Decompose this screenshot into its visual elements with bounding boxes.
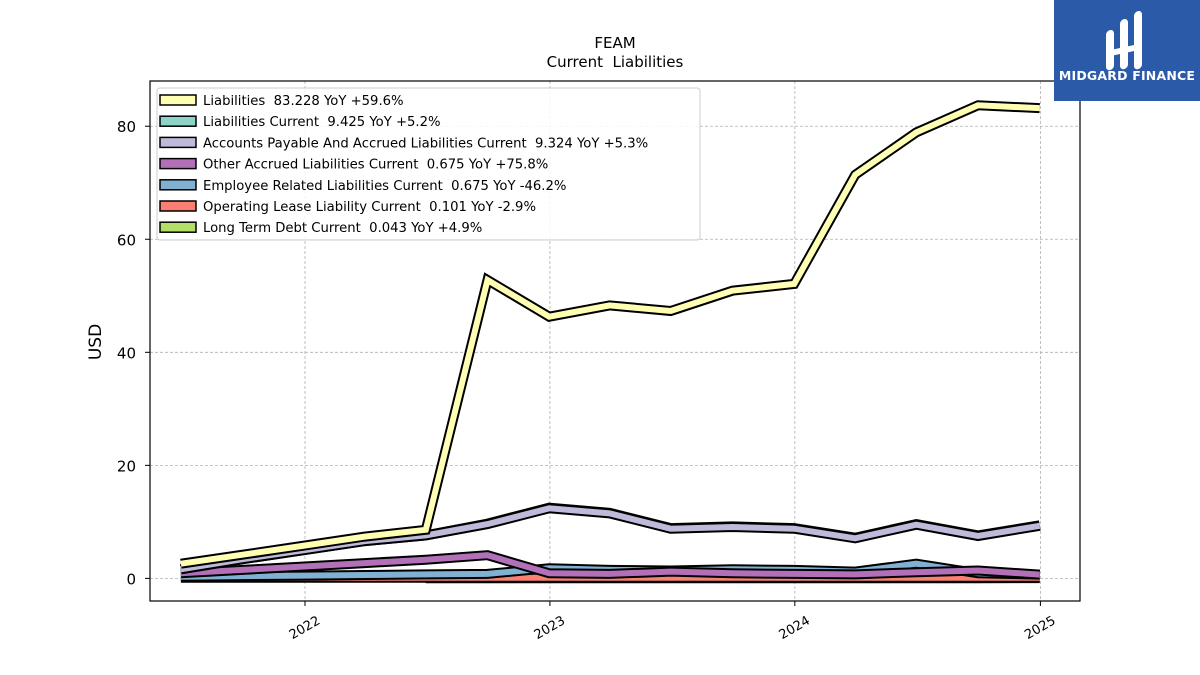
chart-subtitle: Current Liabilities (547, 53, 684, 71)
series-3 (180, 550, 1041, 580)
legend-swatch (159, 157, 197, 170)
legend-entry-label: Liabilities 83.228 YoY +59.6% (203, 94, 404, 109)
y-tick-label: 40 (117, 344, 136, 362)
legend-entry-label: Other Accrued Liabilities Current 0.675 … (203, 158, 548, 173)
series-line (180, 102, 1040, 567)
legend-frame (156, 87, 701, 241)
legend-entry-label: Liabilities Current 9.425 YoY +5.2% (203, 115, 441, 130)
legend-swatch (159, 115, 197, 127)
legend-entry-label: Accounts Payable And Accrued Liabilities… (203, 136, 648, 151)
chart-title: FEAM (594, 34, 635, 52)
x-tick-label: 2023 (532, 613, 568, 643)
legend-swatch (159, 221, 197, 233)
legend: Liabilities 83.228 YoY +59.6% Liabilities… (156, 87, 701, 241)
legend-swatch (159, 179, 197, 191)
legend-swatch (159, 94, 197, 106)
y-tick-label: 0 (126, 570, 136, 588)
series-layer (180, 100, 1041, 584)
series-0 (180, 100, 1040, 569)
y-axis-label: USD (86, 324, 106, 360)
series-line (180, 552, 1040, 578)
midgard-finance-logo: MIDGARD FINANCE (1054, 0, 1200, 101)
y-tick-label: 60 (117, 231, 136, 249)
x-tick-label: 2024 (777, 613, 813, 643)
legend-swatch (159, 200, 197, 212)
legend-entry-label: Long Term Debt Current 0.043 YoY +4.9% (203, 221, 482, 236)
y-tick-label: 80 (117, 118, 136, 136)
plot-frame (149, 80, 1081, 602)
legend-entry-label: Employee Related Liabilities Current 0.6… (203, 179, 566, 194)
legend-entry-label: Operating Lease Liability Current 0.101 … (203, 200, 536, 215)
logo-name: MIDGARD FINANCE (1058, 68, 1196, 83)
legend-swatch (159, 136, 197, 149)
logo-mark-icon (1106, 11, 1142, 71)
x-tick-label: 2025 (1022, 613, 1058, 643)
y-tick-label: 20 (117, 457, 136, 475)
x-tick-label: 2022 (287, 613, 323, 643)
